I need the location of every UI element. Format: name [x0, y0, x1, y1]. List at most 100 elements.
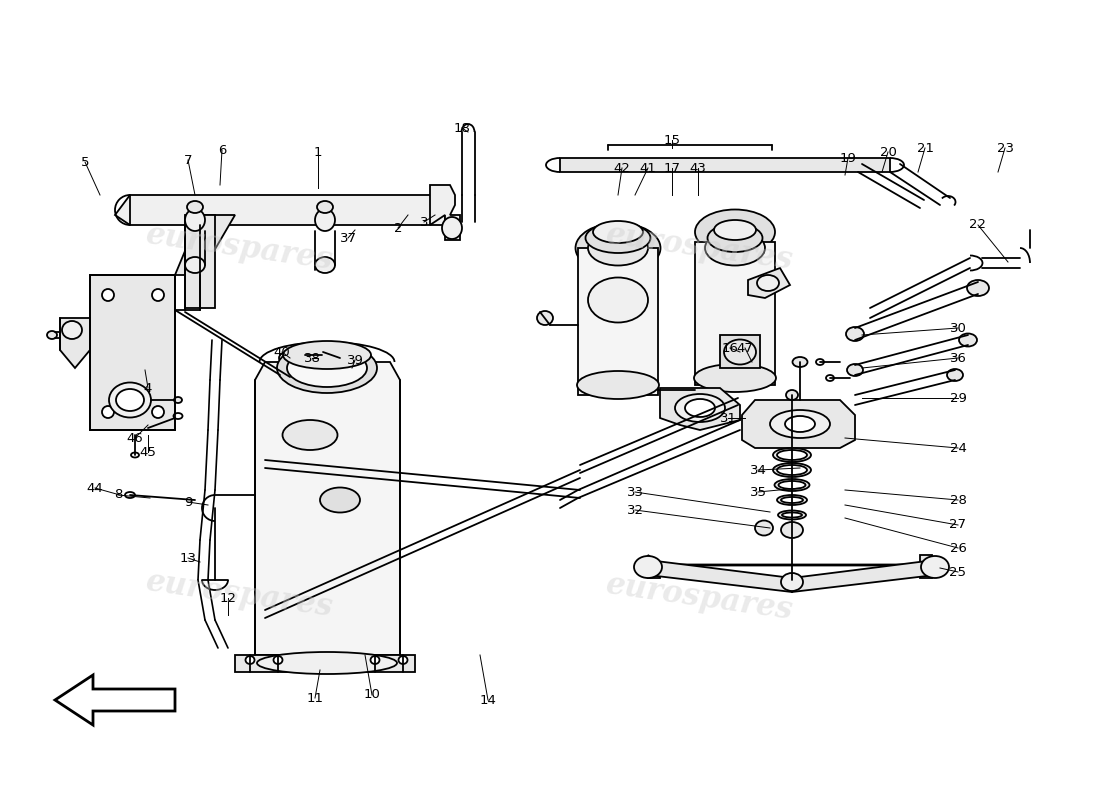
Text: 25: 25 [949, 566, 967, 578]
Text: 4: 4 [144, 382, 152, 394]
Ellipse shape [245, 656, 254, 664]
Ellipse shape [320, 487, 360, 513]
Text: 21: 21 [916, 142, 934, 154]
Ellipse shape [774, 479, 810, 491]
Ellipse shape [779, 481, 805, 489]
Ellipse shape [588, 230, 648, 266]
Ellipse shape [185, 209, 205, 231]
Ellipse shape [705, 230, 764, 266]
Text: 19: 19 [839, 151, 857, 165]
Ellipse shape [315, 257, 336, 273]
Ellipse shape [257, 652, 397, 674]
Ellipse shape [317, 201, 333, 213]
Text: 6: 6 [218, 143, 227, 157]
Ellipse shape [826, 375, 834, 381]
Ellipse shape [792, 357, 807, 367]
Ellipse shape [694, 364, 776, 392]
Text: 9: 9 [184, 495, 192, 509]
Ellipse shape [283, 341, 371, 369]
Text: 13: 13 [179, 551, 197, 565]
Ellipse shape [47, 331, 57, 339]
Ellipse shape [279, 352, 297, 364]
Ellipse shape [187, 201, 204, 213]
Ellipse shape [116, 389, 144, 411]
Ellipse shape [707, 224, 762, 252]
Ellipse shape [274, 656, 283, 664]
Ellipse shape [152, 406, 164, 418]
Polygon shape [255, 362, 400, 655]
Text: 15: 15 [663, 134, 681, 146]
Ellipse shape [770, 410, 830, 438]
Text: 22: 22 [969, 218, 987, 231]
Ellipse shape [131, 453, 139, 458]
Text: 39: 39 [346, 354, 363, 366]
Polygon shape [792, 560, 935, 592]
Ellipse shape [371, 656, 380, 664]
Ellipse shape [778, 510, 806, 519]
Ellipse shape [847, 364, 864, 376]
Text: 31: 31 [719, 411, 737, 425]
Text: 1: 1 [314, 146, 322, 158]
Text: 41: 41 [639, 162, 657, 174]
Ellipse shape [724, 339, 756, 365]
Ellipse shape [959, 334, 977, 346]
Polygon shape [920, 555, 932, 578]
Ellipse shape [109, 382, 151, 418]
FancyArrow shape [55, 675, 175, 725]
Ellipse shape [308, 353, 312, 358]
Text: 32: 32 [627, 503, 644, 517]
Ellipse shape [757, 275, 779, 291]
Text: 11: 11 [307, 691, 323, 705]
Ellipse shape [537, 311, 553, 325]
Text: eurospares: eurospares [604, 219, 795, 277]
Text: 46: 46 [126, 431, 143, 445]
Ellipse shape [755, 521, 773, 535]
Ellipse shape [695, 210, 776, 254]
Ellipse shape [152, 289, 164, 301]
Ellipse shape [685, 399, 715, 417]
Ellipse shape [781, 497, 803, 503]
Text: 38: 38 [304, 351, 320, 365]
Text: eurospares: eurospares [144, 219, 336, 277]
Polygon shape [430, 185, 460, 240]
Polygon shape [235, 655, 415, 672]
Ellipse shape [675, 394, 725, 422]
Ellipse shape [785, 416, 815, 432]
Ellipse shape [773, 463, 811, 477]
Ellipse shape [442, 217, 462, 239]
Ellipse shape [578, 371, 659, 399]
Polygon shape [648, 555, 660, 578]
Polygon shape [720, 335, 760, 368]
Ellipse shape [346, 362, 358, 374]
Ellipse shape [846, 327, 864, 341]
Ellipse shape [967, 280, 989, 296]
Text: 42: 42 [614, 162, 630, 174]
Text: eurospares: eurospares [144, 566, 336, 623]
Polygon shape [116, 195, 446, 225]
Ellipse shape [777, 495, 807, 505]
Text: 3: 3 [420, 215, 428, 229]
Text: 33: 33 [627, 486, 644, 498]
Ellipse shape [277, 343, 377, 393]
Text: 17: 17 [663, 162, 681, 174]
Text: 12: 12 [220, 591, 236, 605]
Polygon shape [578, 248, 658, 395]
Text: 47: 47 [737, 342, 754, 354]
Ellipse shape [593, 221, 644, 243]
Ellipse shape [782, 513, 802, 518]
Ellipse shape [283, 420, 338, 450]
Polygon shape [90, 275, 175, 430]
Text: 45: 45 [140, 446, 156, 458]
Text: 37: 37 [340, 231, 356, 245]
Polygon shape [660, 388, 740, 430]
Ellipse shape [816, 359, 824, 365]
Ellipse shape [398, 656, 407, 664]
Text: eurospares: eurospares [604, 570, 795, 626]
Polygon shape [695, 242, 776, 385]
Ellipse shape [777, 465, 807, 475]
Text: 40: 40 [274, 346, 290, 358]
Ellipse shape [947, 369, 962, 381]
Ellipse shape [714, 220, 756, 240]
Ellipse shape [921, 556, 949, 578]
Text: 35: 35 [749, 486, 767, 498]
